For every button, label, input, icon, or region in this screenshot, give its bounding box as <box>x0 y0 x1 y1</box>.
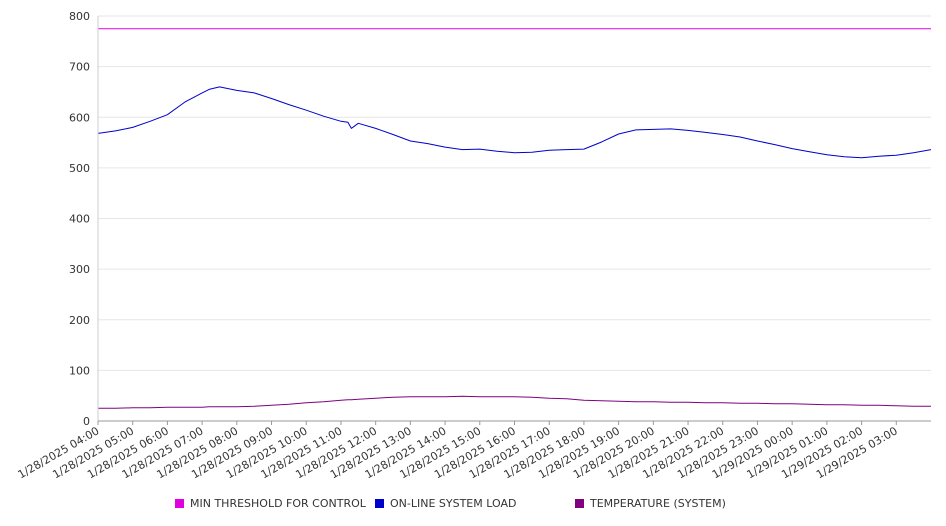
legend-label-temperature-system: TEMPERATURE (SYSTEM) <box>590 497 726 510</box>
legend-swatch-online-system-load <box>375 499 384 508</box>
y-tick-label: 100 <box>69 364 90 377</box>
y-tick-label: 300 <box>69 263 90 276</box>
legend-label-online-system-load: ON-LINE SYSTEM LOAD <box>390 497 517 510</box>
y-tick-label: 200 <box>69 314 90 327</box>
legend-swatch-min-threshold <box>175 499 184 508</box>
y-tick-label: 500 <box>69 162 90 175</box>
y-tick-label: 800 <box>69 10 90 23</box>
legend-item-temperature-system[interactable]: TEMPERATURE (SYSTEM) <box>575 497 726 510</box>
series-line-online-system-load <box>97 86 932 159</box>
y-tick-label: 400 <box>69 213 90 226</box>
legend-swatch-temperature-system <box>575 499 584 508</box>
gridlines <box>98 15 931 371</box>
x-axis-ticks: 1/28/2025 04:001/28/2025 05:001/28/2025 … <box>16 421 900 481</box>
y-axis-ticks: 0 100 200 300 400 500 600 700 800 <box>69 10 90 428</box>
legend-item-online-system-load[interactable]: ON-LINE SYSTEM LOAD <box>375 497 516 510</box>
legend-label-min-threshold: MIN THRESHOLD FOR CONTROL <box>190 497 366 510</box>
legend: MIN THRESHOLD FOR CONTROL ON-LINE SYSTEM… <box>0 497 946 515</box>
y-tick-label: 0 <box>83 415 90 428</box>
y-tick-label: 600 <box>69 111 90 124</box>
series-lines <box>97 28 932 409</box>
series-line-temperature-system <box>98 395 931 409</box>
legend-item-min-threshold[interactable]: MIN THRESHOLD FOR CONTROL <box>175 497 366 510</box>
y-tick-label: 700 <box>69 61 90 74</box>
